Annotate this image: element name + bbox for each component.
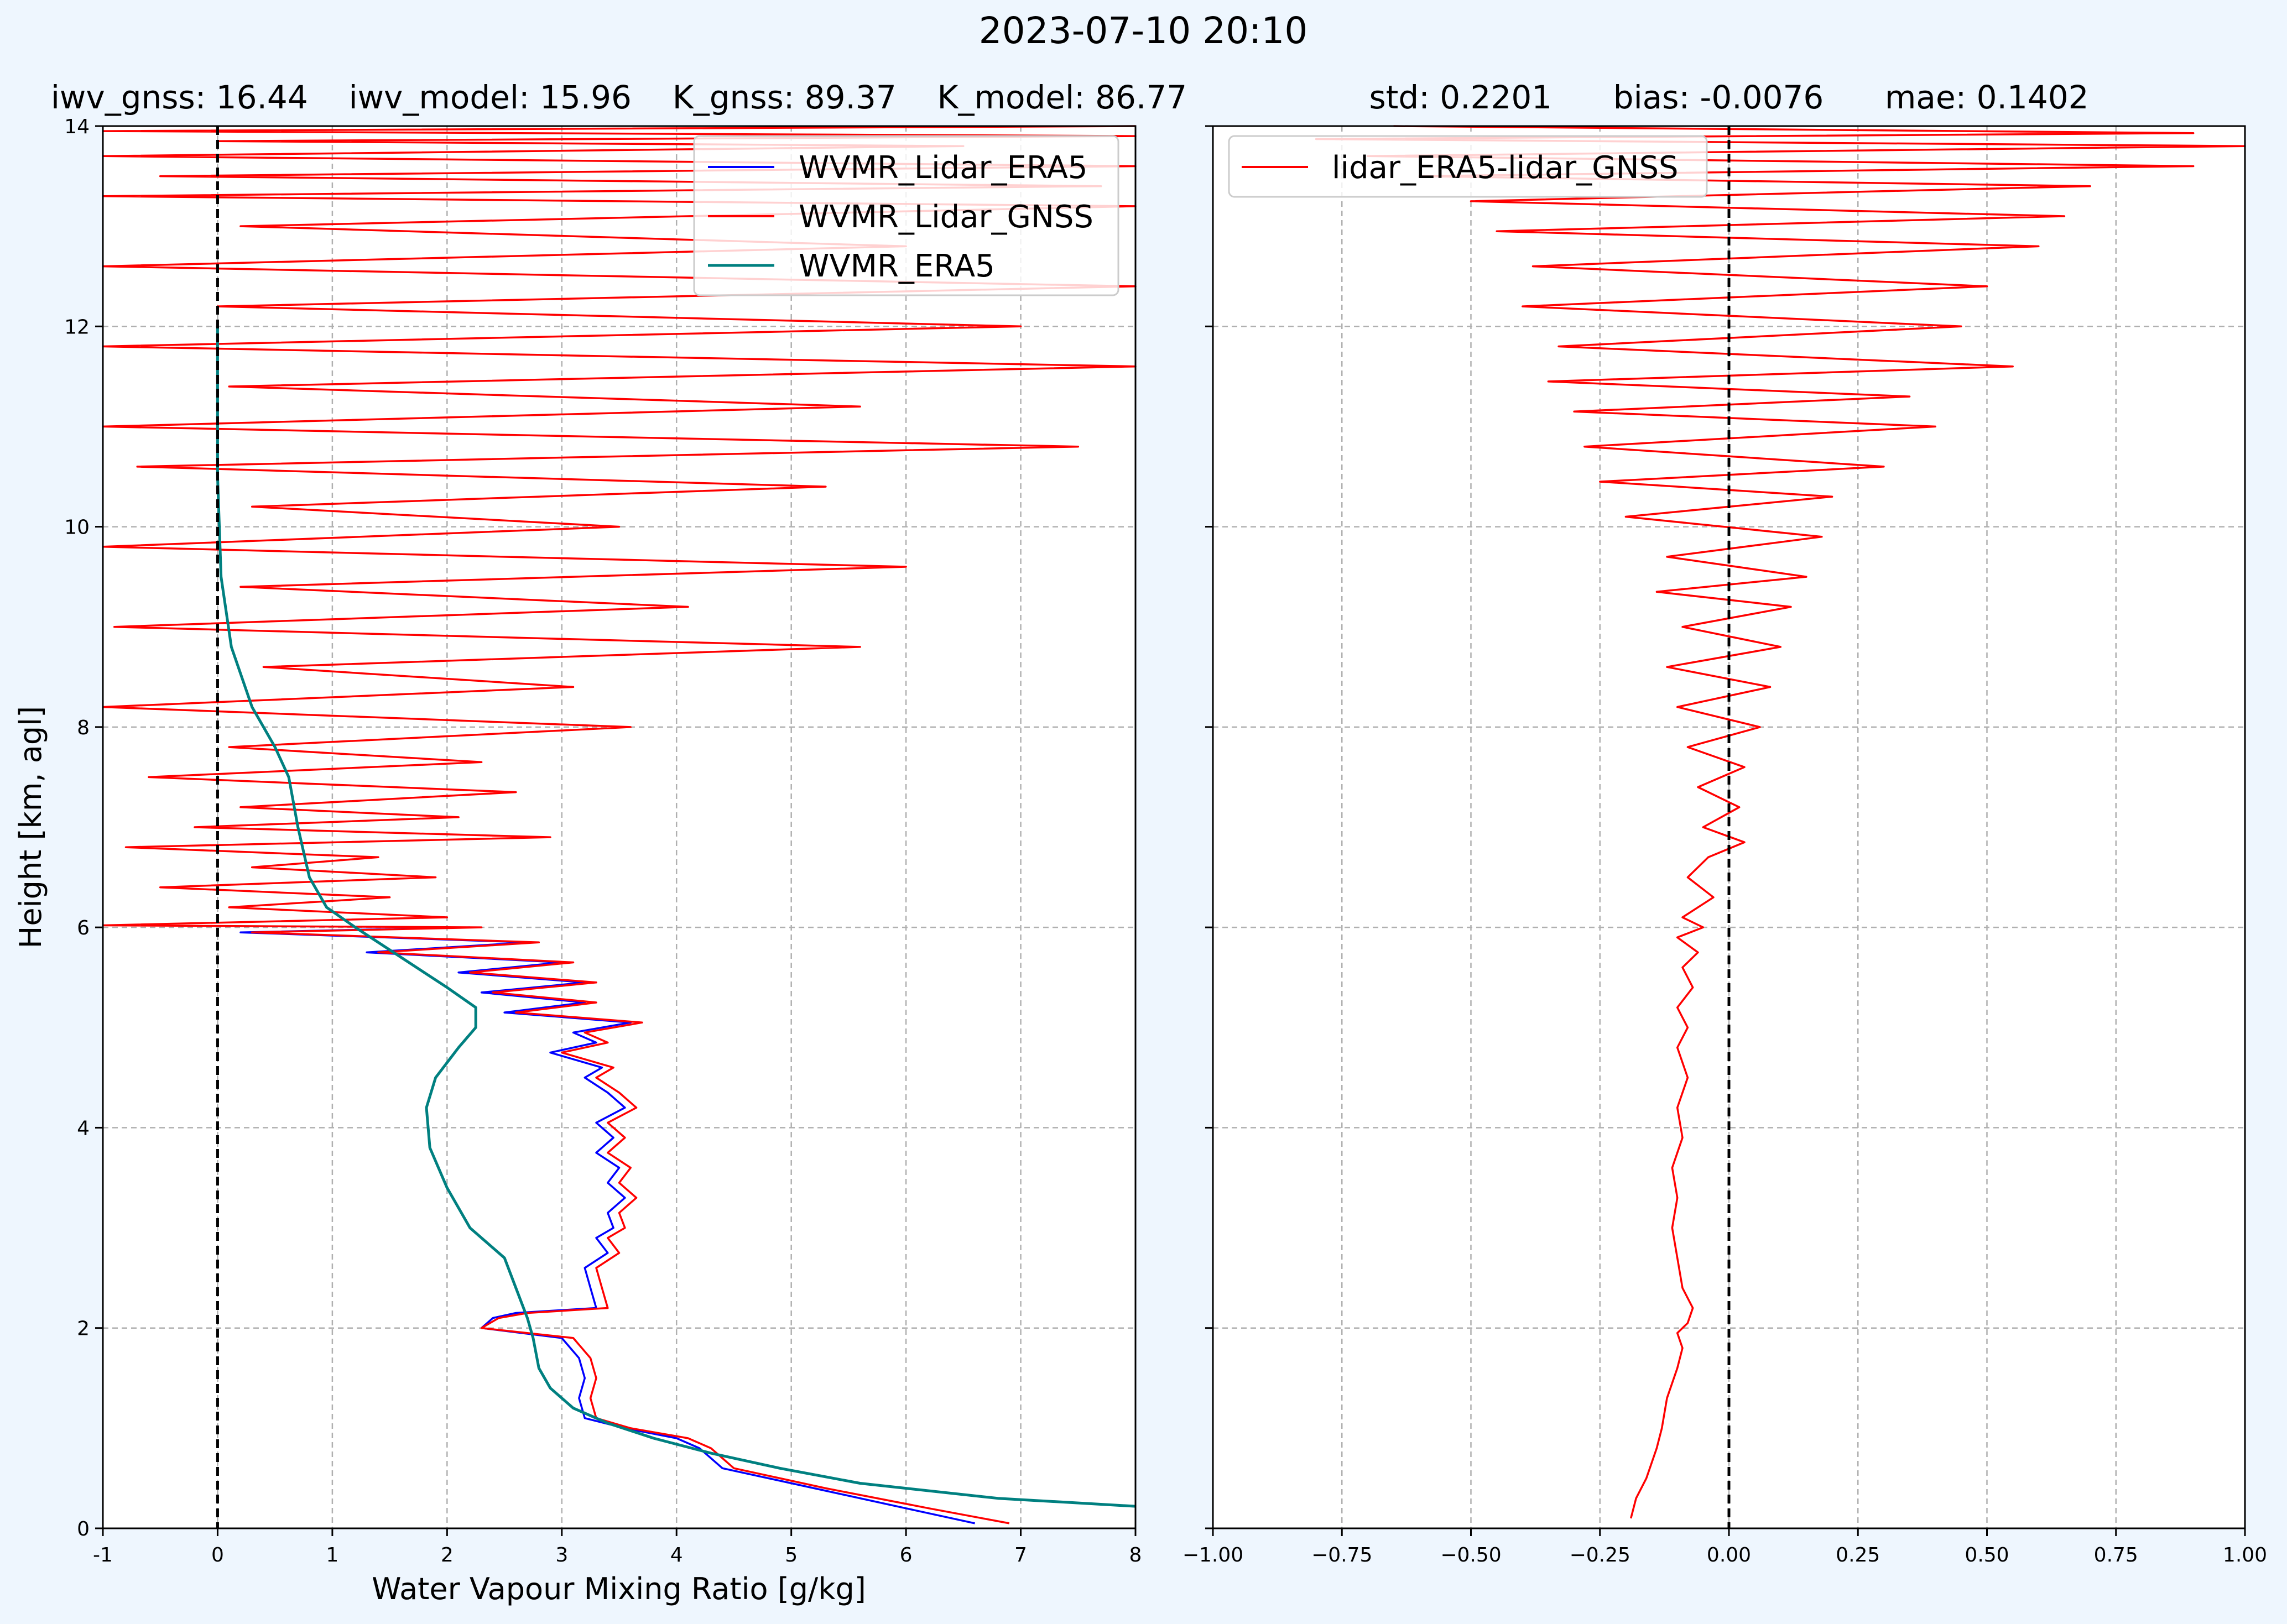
right-panel-title: std: 0.2201 bias: -0.0076 mae: 0.1402 <box>1369 79 2088 116</box>
y-tick-label: 0 <box>77 1518 90 1541</box>
right-panel: −1.00 −0.75 −0.50 −0.25 0.00 0.25 0.50 0.75 1.00… <box>1182 79 2267 1566</box>
x-tick-label: −1.00 <box>1182 1544 1243 1566</box>
left-y-axis-label: Height [km, agl] <box>13 706 48 948</box>
right-series-group <box>1315 125 2246 1528</box>
x-tick-label: 0 <box>211 1544 224 1566</box>
legend-label-diff: lidar_ERA5-lidar_GNSS <box>1332 150 1679 186</box>
left-legend: WVMR_Lidar_ERA5 WVMR_Lidar_GNSS WVMR_ERA… <box>693 135 1119 296</box>
y-tick-label: 6 <box>77 917 90 939</box>
figure-suptitle: 2023-07-10 20:10 <box>979 9 1308 52</box>
y-tick-label: 8 <box>77 717 90 739</box>
x-tick-label: 0.75 <box>2094 1544 2138 1566</box>
series-line-lidar-era5-lidar-gnss <box>1315 125 2246 1519</box>
x-tick-label: 8 <box>1129 1544 1142 1566</box>
x-tick-label: 2 <box>441 1544 454 1566</box>
left-legend-box <box>693 135 1119 296</box>
y-tick-label: 14 <box>64 116 90 138</box>
left-series-group <box>102 125 1137 1528</box>
x-tick-label: -1 <box>93 1544 113 1566</box>
x-tick-label: 3 <box>555 1544 568 1566</box>
y-tick-label: 2 <box>77 1318 90 1340</box>
right-ticks: −1.00 −0.75 −0.50 −0.25 0.00 0.25 0.50 0.75 1.00 <box>1182 125 2267 1566</box>
x-tick-label: −0.50 <box>1440 1544 1501 1566</box>
x-tick-label: 1 <box>326 1544 338 1566</box>
legend-label-lidar-era5: WVMR_Lidar_ERA5 <box>799 150 1088 186</box>
left-x-axis-label: Water Vapour Mixing Ratio [g/kg] <box>372 1571 866 1606</box>
y-tick-label: 4 <box>77 1117 90 1140</box>
series-line-wvmr-lidar-gnss <box>102 125 1137 1524</box>
x-tick-label: −0.25 <box>1570 1544 1630 1566</box>
left-plot-frame <box>102 125 1137 1529</box>
series-line-wvmr-lidar-era5 <box>239 926 975 1524</box>
x-tick-label: 0.00 <box>1707 1544 1751 1566</box>
x-tick-label: 0.50 <box>1965 1544 2009 1566</box>
y-tick-label: 10 <box>64 516 90 539</box>
y-tick-label: 12 <box>64 316 90 338</box>
x-tick-label: 1.00 <box>2223 1544 2267 1566</box>
left-plot-area <box>103 126 1135 1528</box>
series-line-wvmr-era5 <box>216 326 1136 1508</box>
right-legend-box <box>1228 135 1708 198</box>
x-tick-label: −0.75 <box>1311 1544 1372 1566</box>
legend-label-era5: WVMR_ERA5 <box>799 248 995 284</box>
x-tick-label: 4 <box>670 1544 683 1566</box>
left-panel-title: iwv_gnss: 16.44 iwv_model: 15.96 K_gnss:… <box>51 79 1187 116</box>
x-tick-label: 0.25 <box>1836 1544 1880 1566</box>
x-tick-label: 5 <box>785 1544 798 1566</box>
x-tick-label: 6 <box>900 1544 913 1566</box>
right-legend: lidar_ERA5-lidar_GNSS <box>1228 135 1708 198</box>
x-tick-label: 7 <box>1014 1544 1027 1566</box>
legend-label-lidar-gnss: WVMR_Lidar_GNSS <box>799 199 1093 235</box>
